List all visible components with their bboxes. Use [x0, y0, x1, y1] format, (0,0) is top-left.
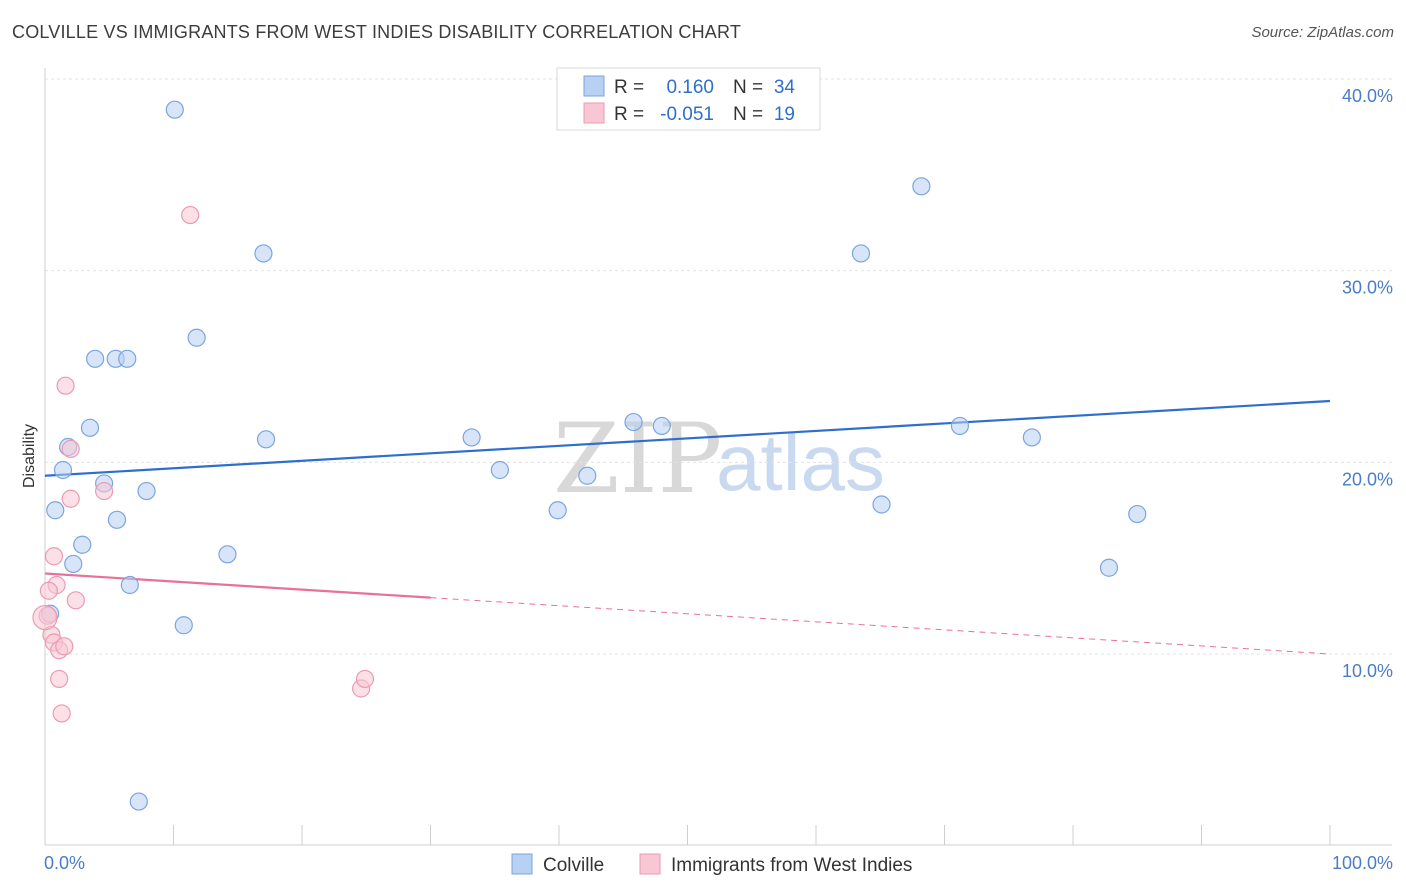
point-0-33 [1128, 504, 1147, 524]
bottom-legend-swatch-west-indies [639, 853, 661, 875]
point-1-17 [355, 669, 375, 689]
point-0-30 [950, 416, 970, 436]
legend-r-label-1: R = [614, 77, 644, 98]
chart-source: Source: ZipAtlas.com [1251, 24, 1394, 41]
point-0-25 [624, 412, 643, 432]
point-1-2 [61, 439, 80, 459]
point-0-8 [256, 430, 276, 449]
point-0-32 [1099, 558, 1119, 577]
axes [44, 68, 1392, 846]
legend-r-value-2: -0.051 [660, 104, 714, 125]
point-1-15 [52, 704, 71, 723]
trend-lines [44, 399, 1331, 655]
point-1-1 [56, 376, 75, 395]
point-0-16 [218, 545, 237, 564]
trend-line-dashed-1 [430, 597, 1331, 655]
point-0-23 [548, 501, 567, 520]
bottom-legend-label-west-indies: Immigrants from West Indies [671, 855, 912, 876]
point-1-4 [61, 489, 80, 508]
point-1-0 [181, 205, 200, 225]
bottom-legend: Colville Immigrants from West Indies [511, 853, 912, 876]
legend-n-label-2: N = [733, 104, 763, 125]
point-0-31 [1022, 428, 1041, 447]
legend-n-value-1: 34 [774, 77, 796, 98]
point-0-24 [578, 466, 597, 485]
point-0-15 [64, 554, 83, 574]
data-points [32, 100, 1147, 811]
point-0-6 [80, 418, 100, 437]
bottom-legend-label-colville: Colville [543, 855, 604, 876]
point-0-27 [851, 244, 871, 263]
point-0-3 [86, 349, 105, 368]
legend-r-value-1: 0.160 [666, 77, 714, 98]
x-tick-label-1: 100.0% [1332, 853, 1393, 873]
point-0-26 [652, 416, 671, 436]
point-0-0 [165, 100, 184, 119]
legend-swatch-colville [583, 75, 605, 97]
point-1-18 [32, 604, 58, 631]
point-0-11 [137, 481, 156, 501]
point-1-13 [55, 637, 74, 656]
y-tick-labels: 10.0% 20.0% 30.0% 40.0% [1342, 86, 1393, 681]
legend-r-label-2: R = [614, 104, 644, 125]
legend-n-label-1: N = [733, 77, 763, 98]
chart-title: COLVILLE VS IMMIGRANTS FROM WEST INDIES … [12, 22, 742, 42]
point-0-21 [462, 428, 481, 447]
y-tick-label-3: 40.0% [1342, 86, 1393, 106]
point-0-20 [129, 792, 148, 811]
x-tick-labels: 0.0% 100.0% [44, 853, 1393, 873]
point-0-5 [118, 349, 137, 368]
y-tick-label-0: 10.0% [1342, 661, 1393, 681]
point-0-18 [174, 616, 193, 635]
point-0-1 [254, 244, 273, 263]
trend-line-1 [44, 572, 431, 599]
legend: R = 0.160 N = 34 R = -0.051 N = 19 [556, 67, 821, 131]
point-0-9 [53, 460, 73, 480]
x-tick-label-0: 0.0% [44, 853, 85, 873]
point-1-14 [50, 669, 69, 689]
point-0-29 [872, 495, 891, 514]
point-0-12 [46, 501, 65, 520]
grid [45, 78, 1392, 655]
bottom-legend-swatch-colville [511, 853, 533, 875]
y-tick-label-1: 20.0% [1342, 469, 1393, 489]
point-1-7 [39, 581, 58, 600]
point-1-5 [44, 547, 64, 566]
y-axis-label: Disability [21, 424, 38, 488]
point-0-28 [912, 177, 931, 196]
watermark: ZIP atlas [553, 403, 885, 515]
point-1-8 [66, 591, 85, 610]
y-tick-label-2: 30.0% [1342, 278, 1393, 298]
trend-line-0 [44, 399, 1331, 477]
legend-n-value-2: 19 [774, 104, 795, 125]
point-0-2 [187, 328, 206, 347]
legend-swatch-west-indies [583, 102, 605, 124]
point-0-13 [107, 510, 127, 529]
point-0-17 [120, 575, 139, 595]
point-0-22 [490, 460, 509, 480]
point-0-14 [73, 535, 92, 554]
point-1-3 [95, 481, 114, 501]
